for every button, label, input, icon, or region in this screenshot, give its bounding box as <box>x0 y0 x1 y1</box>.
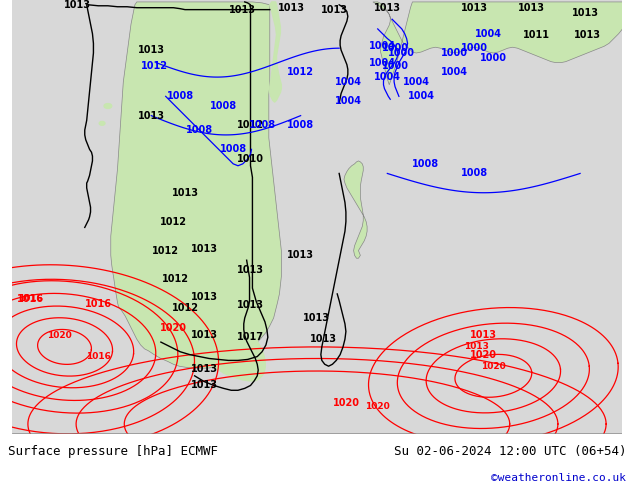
Text: Surface pressure [hPa] ECMWF: Surface pressure [hPa] ECMWF <box>8 444 218 458</box>
Text: 1000: 1000 <box>480 53 507 63</box>
Text: 1013: 1013 <box>191 330 217 341</box>
Text: 1013: 1013 <box>574 30 601 40</box>
Text: 1013: 1013 <box>138 45 165 55</box>
Text: 1013: 1013 <box>191 292 217 302</box>
Text: 1008: 1008 <box>210 101 237 111</box>
Text: 1004: 1004 <box>335 96 362 106</box>
Text: 1013: 1013 <box>463 343 488 351</box>
Text: 1013: 1013 <box>460 3 488 13</box>
Text: Su 02-06-2024 12:00 UTC (06+54): Su 02-06-2024 12:00 UTC (06+54) <box>394 444 626 458</box>
Polygon shape <box>214 306 266 382</box>
Text: 1013: 1013 <box>191 244 217 254</box>
Text: 1000: 1000 <box>382 43 408 53</box>
Text: 1000: 1000 <box>460 43 488 53</box>
Text: 1012: 1012 <box>171 303 198 314</box>
Text: 1004: 1004 <box>441 67 469 77</box>
Text: 1013: 1013 <box>237 299 264 310</box>
Text: 1013: 1013 <box>171 188 198 198</box>
Text: 1010: 1010 <box>237 154 264 164</box>
Text: 1020: 1020 <box>481 362 506 371</box>
Text: 1008: 1008 <box>460 169 488 178</box>
Text: 1013: 1013 <box>470 330 497 341</box>
Text: 1020: 1020 <box>160 322 187 333</box>
Text: 1008: 1008 <box>167 91 194 101</box>
Text: 1016: 1016 <box>17 294 44 304</box>
Text: 1012: 1012 <box>287 67 314 77</box>
Text: 1013: 1013 <box>278 3 304 13</box>
Text: 1011: 1011 <box>523 30 550 40</box>
Text: 1004: 1004 <box>475 29 502 39</box>
Text: 1000: 1000 <box>382 61 408 71</box>
Text: 1000: 1000 <box>388 48 415 58</box>
Text: 1020: 1020 <box>333 398 360 408</box>
Text: 1012: 1012 <box>162 274 189 285</box>
Ellipse shape <box>104 103 112 108</box>
Text: 1004: 1004 <box>408 91 434 101</box>
Text: 1000: 1000 <box>441 48 469 58</box>
Text: 1008: 1008 <box>412 159 439 169</box>
Text: 1013: 1013 <box>237 265 264 275</box>
Text: 1013: 1013 <box>191 380 217 391</box>
Text: 1013: 1013 <box>321 4 348 15</box>
Text: 1020: 1020 <box>48 331 72 340</box>
Text: 1016: 1016 <box>86 352 111 361</box>
Text: 1020: 1020 <box>365 402 390 411</box>
Text: 1004: 1004 <box>335 77 362 87</box>
Text: 1004: 1004 <box>374 72 401 82</box>
Text: 1012: 1012 <box>141 61 167 71</box>
Text: 1013: 1013 <box>374 3 401 13</box>
Text: 1013: 1013 <box>138 111 165 121</box>
Text: 1013: 1013 <box>310 334 337 344</box>
Text: 1013: 1013 <box>191 364 217 374</box>
Text: 1013: 1013 <box>302 313 330 323</box>
Text: 1008: 1008 <box>287 120 314 130</box>
Text: 1013: 1013 <box>287 250 314 260</box>
Text: 1004: 1004 <box>403 77 430 87</box>
Polygon shape <box>344 161 367 258</box>
Text: 1013: 1013 <box>519 3 545 13</box>
Text: 1008: 1008 <box>219 145 247 154</box>
Text: 1016: 1016 <box>18 294 43 303</box>
Ellipse shape <box>99 122 105 125</box>
Text: 1004: 1004 <box>369 41 396 51</box>
Text: 1013: 1013 <box>230 4 256 15</box>
Text: 1012: 1012 <box>160 217 187 227</box>
Polygon shape <box>373 2 623 85</box>
Text: 1012: 1012 <box>237 120 264 130</box>
Text: 1008: 1008 <box>249 120 276 130</box>
Text: ©weatheronline.co.uk: ©weatheronline.co.uk <box>491 473 626 483</box>
Text: 1008: 1008 <box>186 125 213 135</box>
Text: 1017: 1017 <box>237 332 264 343</box>
Polygon shape <box>270 2 281 102</box>
Text: 1016: 1016 <box>85 298 112 309</box>
Text: 1020: 1020 <box>470 350 497 360</box>
Polygon shape <box>111 2 281 368</box>
Text: 1012: 1012 <box>152 245 179 256</box>
Text: 1013: 1013 <box>573 8 599 19</box>
Text: 1004: 1004 <box>369 58 396 68</box>
Text: 1013: 1013 <box>63 0 91 10</box>
